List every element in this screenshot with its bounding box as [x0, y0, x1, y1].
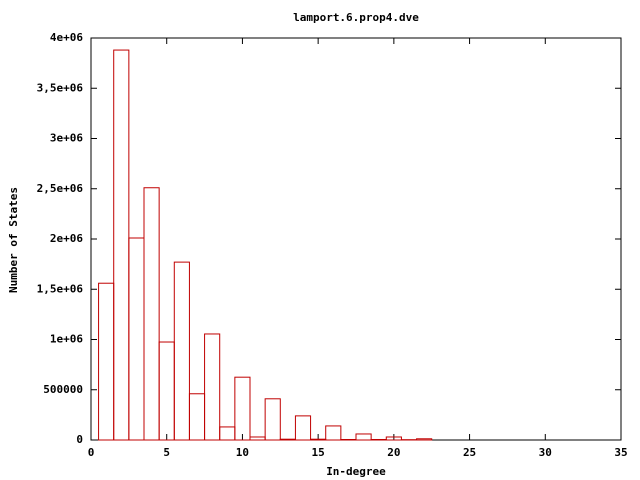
x-tick-label: 0: [88, 446, 95, 459]
chart-title: lamport.6.prop4.dve: [293, 11, 419, 24]
bar: [370, 438, 387, 441]
bar: [264, 398, 281, 441]
bar: [355, 433, 372, 441]
x-tick-label: 5: [163, 446, 170, 459]
bar: [234, 376, 251, 441]
bar: [340, 438, 357, 441]
bar: [173, 261, 190, 441]
y-tick-label: 2e+06: [50, 232, 83, 245]
x-axis-label: In-degree: [326, 465, 386, 478]
y-tick-label: 500000: [43, 383, 83, 396]
x-tick-label: 10: [236, 446, 249, 459]
y-tick-label: 1,5e+06: [37, 282, 84, 295]
bar: [143, 187, 160, 441]
y-tick-label: 0: [76, 433, 83, 446]
y-tick-label: 2,5e+06: [37, 182, 84, 195]
x-tick-label: 30: [539, 446, 552, 459]
y-tick-label: 4e+06: [50, 31, 83, 44]
bar: [385, 436, 402, 441]
bar: [294, 415, 312, 441]
bar: [279, 438, 296, 441]
y-axis-label: Number of States: [7, 187, 20, 293]
x-tick-label: 25: [463, 446, 476, 459]
x-tick-label: 15: [312, 446, 325, 459]
bar: [416, 438, 433, 441]
bar: [325, 425, 342, 441]
bar: [204, 333, 221, 441]
y-tick-label: 1e+06: [50, 333, 83, 346]
x-tick-label: 35: [614, 446, 627, 459]
x-tick-label: 20: [387, 446, 400, 459]
bar: [310, 438, 327, 441]
y-tick-label: 3e+06: [50, 132, 83, 145]
y-tick-label: 3,5e+06: [37, 81, 84, 94]
